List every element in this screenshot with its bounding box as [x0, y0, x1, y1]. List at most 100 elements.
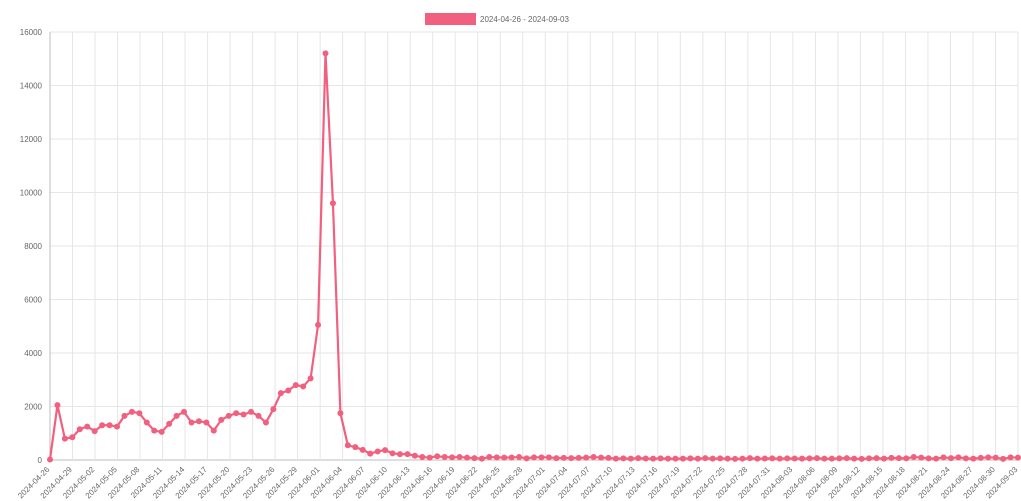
- data-point[interactable]: [262, 419, 269, 426]
- data-point[interactable]: [769, 455, 776, 462]
- data-point[interactable]: [605, 454, 612, 461]
- data-point[interactable]: [389, 450, 396, 457]
- data-point[interactable]: [888, 454, 895, 461]
- data-point[interactable]: [866, 455, 873, 462]
- data-point[interactable]: [568, 455, 575, 462]
- data-point[interactable]: [225, 412, 232, 419]
- data-point[interactable]: [128, 408, 135, 415]
- data-point[interactable]: [478, 455, 485, 462]
- data-point[interactable]: [203, 419, 210, 426]
- data-point[interactable]: [434, 453, 441, 460]
- data-point[interactable]: [873, 455, 880, 462]
- data-point[interactable]: [91, 428, 98, 435]
- data-point[interactable]: [508, 454, 515, 461]
- data-point[interactable]: [329, 200, 336, 207]
- data-point[interactable]: [933, 455, 940, 462]
- data-point[interactable]: [1000, 455, 1007, 462]
- data-point[interactable]: [396, 451, 403, 458]
- data-point[interactable]: [300, 383, 307, 390]
- data-point[interactable]: [947, 455, 954, 462]
- data-point[interactable]: [61, 435, 68, 442]
- data-point[interactable]: [821, 455, 828, 462]
- data-point[interactable]: [650, 455, 657, 462]
- data-point[interactable]: [173, 412, 180, 419]
- data-point[interactable]: [560, 454, 567, 461]
- data-point[interactable]: [538, 454, 545, 461]
- data-point[interactable]: [694, 455, 701, 462]
- data-point[interactable]: [210, 427, 217, 434]
- legend[interactable]: 2024-04-26 - 2024-09-03: [425, 13, 570, 25]
- data-point[interactable]: [583, 454, 590, 461]
- data-point[interactable]: [471, 455, 478, 462]
- data-point[interactable]: [315, 321, 322, 328]
- data-point[interactable]: [411, 452, 418, 459]
- data-point[interactable]: [270, 406, 277, 413]
- data-point[interactable]: [292, 382, 299, 389]
- data-point[interactable]: [761, 455, 768, 462]
- data-point[interactable]: [121, 412, 128, 419]
- data-point[interactable]: [851, 455, 858, 462]
- data-point[interactable]: [679, 455, 686, 462]
- data-point[interactable]: [106, 422, 113, 429]
- data-point[interactable]: [516, 454, 523, 461]
- data-point[interactable]: [76, 426, 83, 433]
- data-point[interactable]: [240, 411, 247, 418]
- data-point[interactable]: [739, 455, 746, 462]
- data-point[interactable]: [151, 427, 158, 434]
- data-point[interactable]: [285, 387, 292, 394]
- data-point[interactable]: [1007, 454, 1014, 461]
- data-point[interactable]: [486, 454, 493, 461]
- data-point[interactable]: [732, 455, 739, 462]
- data-point[interactable]: [657, 455, 664, 462]
- data-point[interactable]: [99, 422, 106, 429]
- data-point[interactable]: [523, 455, 530, 462]
- data-point[interactable]: [612, 455, 619, 462]
- data-point[interactable]: [501, 454, 508, 461]
- data-point[interactable]: [806, 455, 813, 462]
- data-point[interactable]: [277, 390, 284, 397]
- data-point[interactable]: [627, 455, 634, 462]
- data-point[interactable]: [717, 455, 724, 462]
- data-point[interactable]: [858, 455, 865, 462]
- data-point[interactable]: [665, 455, 672, 462]
- data-point[interactable]: [337, 410, 344, 417]
- data-point[interactable]: [746, 455, 753, 462]
- data-point[interactable]: [1015, 454, 1021, 461]
- data-point[interactable]: [709, 455, 716, 462]
- data-point[interactable]: [970, 455, 977, 462]
- data-point[interactable]: [836, 455, 843, 462]
- data-point[interactable]: [955, 454, 962, 461]
- data-point[interactable]: [352, 444, 359, 451]
- data-point[interactable]: [813, 455, 820, 462]
- data-point[interactable]: [426, 454, 433, 461]
- data-point[interactable]: [598, 454, 605, 461]
- data-point[interactable]: [84, 423, 91, 430]
- data-point[interactable]: [449, 454, 456, 461]
- data-point[interactable]: [575, 454, 582, 461]
- data-point[interactable]: [903, 455, 910, 462]
- data-point[interactable]: [799, 455, 806, 462]
- data-point[interactable]: [344, 442, 351, 449]
- data-point[interactable]: [166, 420, 173, 427]
- data-point[interactable]: [374, 448, 381, 455]
- data-point[interactable]: [702, 455, 709, 462]
- data-point[interactable]: [784, 455, 791, 462]
- data-point[interactable]: [962, 455, 969, 462]
- data-point[interactable]: [925, 455, 932, 462]
- data-point[interactable]: [545, 454, 552, 461]
- data-point[interactable]: [359, 446, 366, 453]
- data-point[interactable]: [195, 418, 202, 425]
- data-point[interactable]: [493, 454, 500, 461]
- data-point[interactable]: [776, 455, 783, 462]
- data-point[interactable]: [69, 434, 76, 441]
- data-point[interactable]: [114, 423, 121, 430]
- data-point[interactable]: [791, 455, 798, 462]
- data-point[interactable]: [754, 455, 761, 462]
- data-point[interactable]: [553, 455, 560, 462]
- data-point[interactable]: [322, 50, 329, 57]
- data-point[interactable]: [143, 419, 150, 426]
- data-point[interactable]: [218, 416, 225, 423]
- data-point[interactable]: [985, 454, 992, 461]
- data-point[interactable]: [531, 454, 537, 461]
- data-point[interactable]: [47, 456, 53, 463]
